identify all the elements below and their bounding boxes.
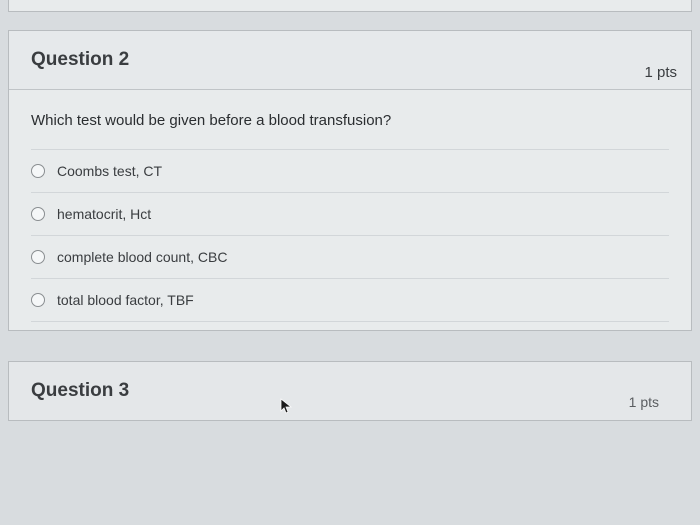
- quiz-container: Question 2 1 pts Which test would be giv…: [0, 0, 700, 421]
- question-3-points: 1 pts: [629, 370, 691, 420]
- question-2-points: 1 pts: [644, 36, 691, 89]
- question-2-card: Question 2 1 pts Which test would be giv…: [8, 30, 692, 331]
- radio-button[interactable]: [31, 293, 45, 307]
- question-2-title: Question 2: [9, 31, 151, 89]
- radio-button[interactable]: [31, 250, 45, 264]
- option-label: Coombs test, CT: [57, 163, 162, 179]
- option-label: complete blood count, CBC: [57, 249, 227, 265]
- question-2-prompt: Which test would be given before a blood…: [31, 112, 669, 129]
- option-label: hematocrit, Hct: [57, 206, 151, 222]
- option-row[interactable]: hematocrit, Hct: [31, 193, 669, 236]
- question-3-card: Question 3 1 pts: [8, 361, 692, 421]
- radio-button[interactable]: [31, 207, 45, 221]
- option-row[interactable]: Coombs test, CT: [31, 149, 669, 193]
- question-2-body: Which test would be given before a blood…: [9, 90, 691, 149]
- option-label: total blood factor, TBF: [57, 292, 194, 308]
- option-row[interactable]: total blood factor, TBF: [31, 279, 669, 322]
- prev-card-fragment: [8, 0, 692, 12]
- question-2-header: Question 2 1 pts: [9, 31, 691, 90]
- radio-button[interactable]: [31, 164, 45, 178]
- question-3-title: Question 3: [9, 362, 151, 420]
- option-row[interactable]: complete blood count, CBC: [31, 236, 669, 279]
- question-3-header: Question 3 1 pts: [9, 362, 691, 420]
- question-2-options: Coombs test, CT hematocrit, Hct complete…: [9, 149, 691, 330]
